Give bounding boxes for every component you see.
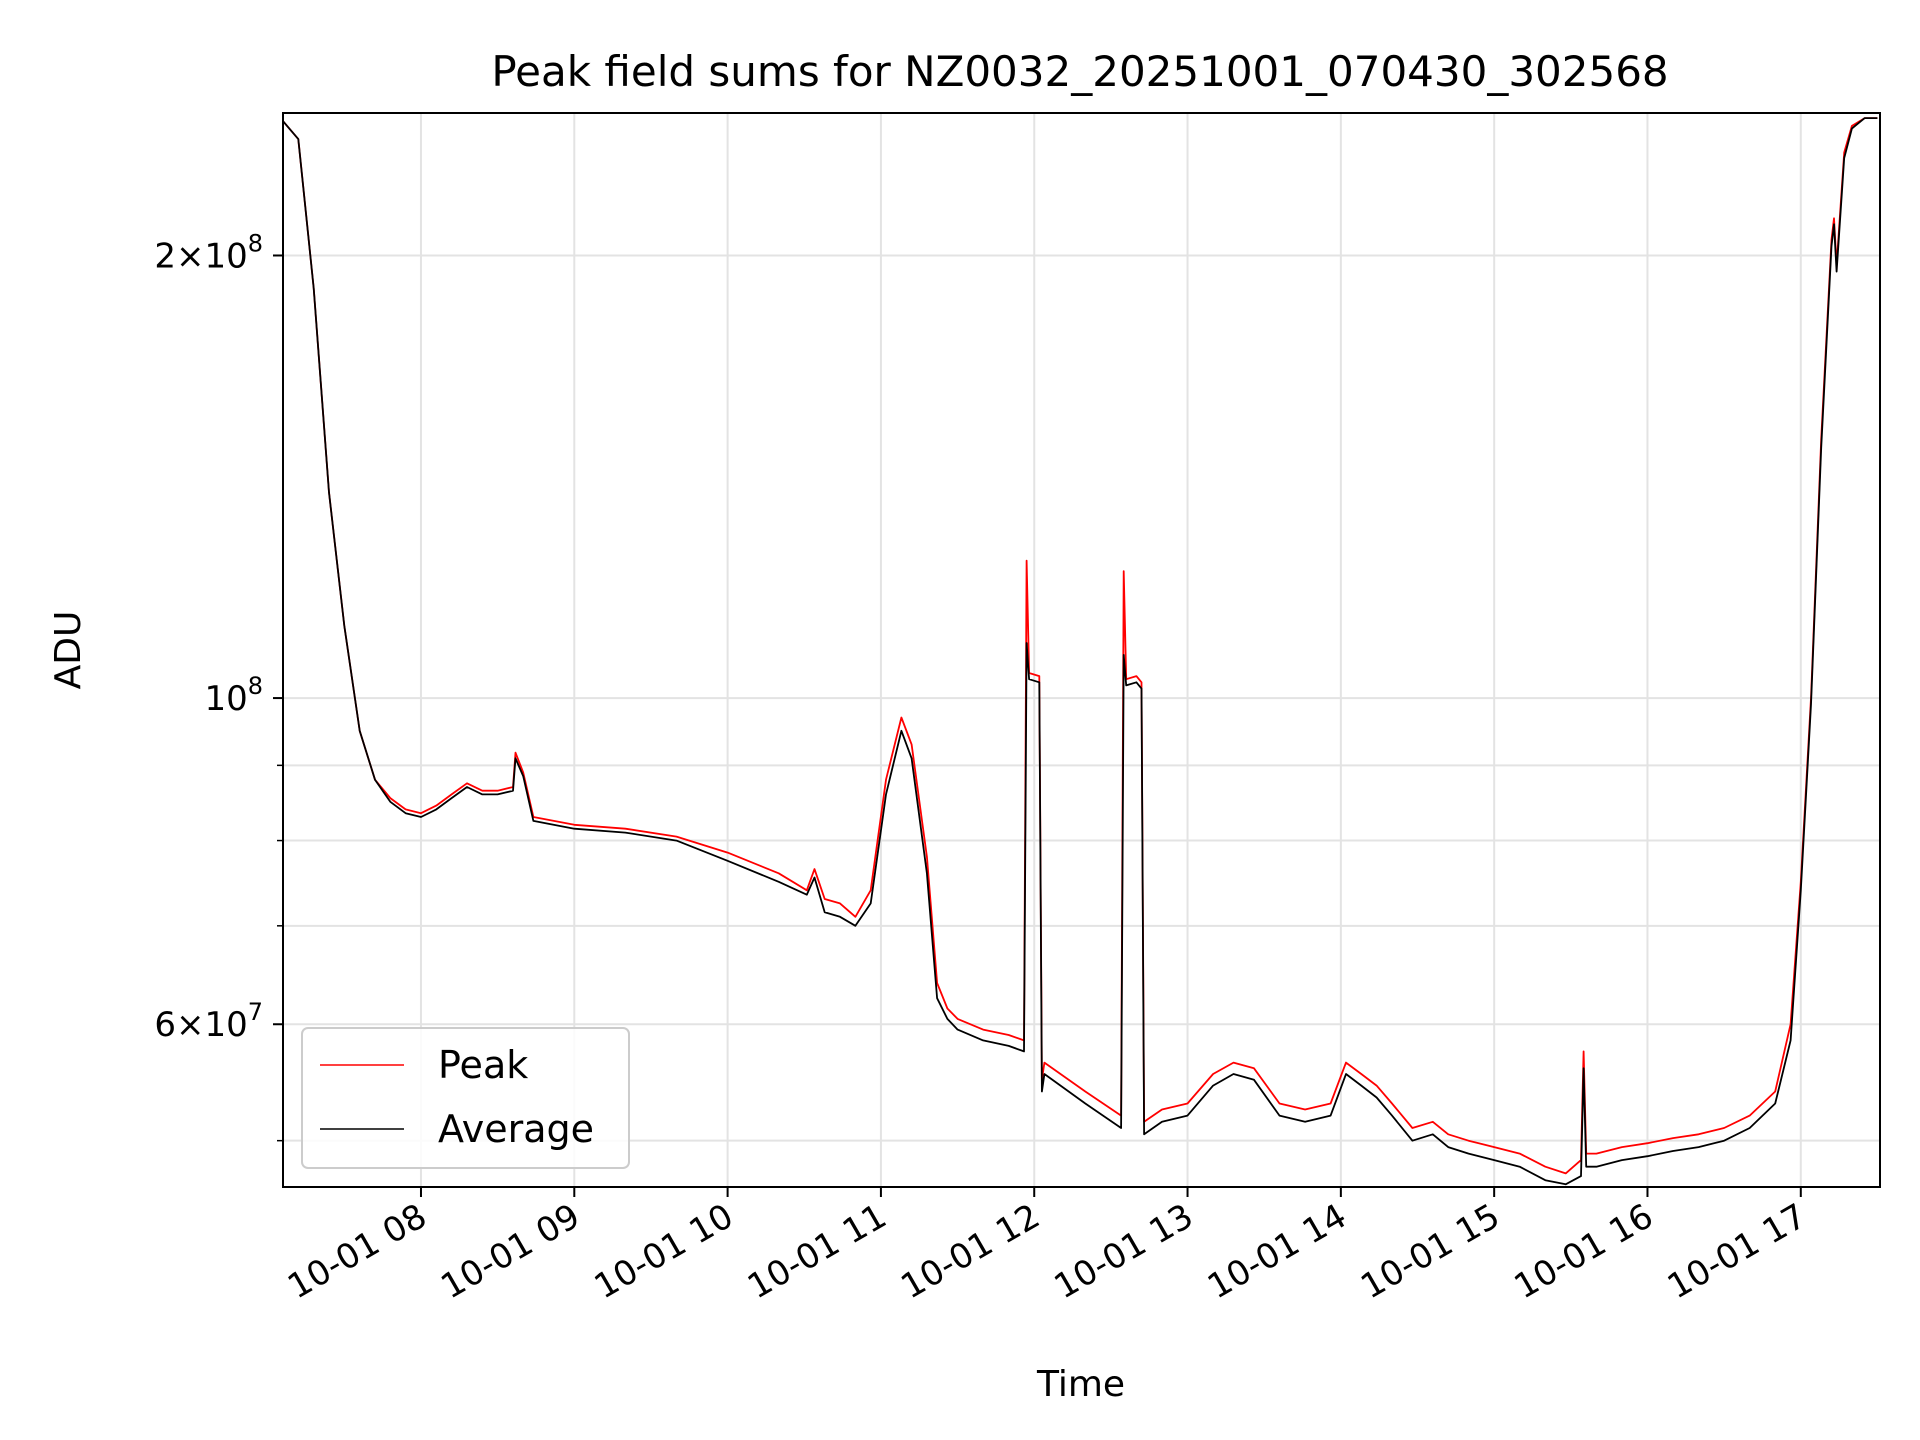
legend-label-peak: Peak (438, 1043, 528, 1087)
gridlines (283, 113, 1880, 1187)
y-axis: 6×107 108 2×108 (154, 229, 283, 1142)
y-tick-label: 6×107 (154, 998, 263, 1045)
legend: Peak Average (301, 1027, 630, 1169)
y-tick-label: 2×108 (154, 229, 263, 276)
chart-title: Peak field sums for NZ0032_20251001_0704… (491, 47, 1668, 96)
y-axis-label: ADU (48, 611, 89, 690)
legend-box (301, 1027, 630, 1169)
y-tick-label: 108 (204, 672, 263, 719)
plot-frame (282, 112, 1881, 1188)
x-axis-label: Time (1036, 1364, 1125, 1405)
legend-label-average: Average (438, 1107, 594, 1151)
plot-area (283, 117, 1878, 1186)
series-line-average (283, 117, 1878, 1186)
